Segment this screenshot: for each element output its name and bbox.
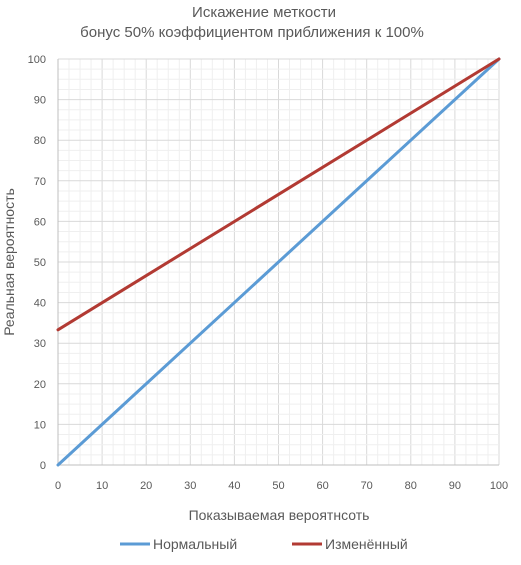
x-tick-label: 80 xyxy=(405,480,417,492)
x-tick-label: 10 xyxy=(96,480,108,492)
y-tick-label: 100 xyxy=(28,54,46,66)
y-tick-label: 20 xyxy=(34,379,46,391)
x-tick-label: 50 xyxy=(272,480,284,492)
y-tick-label: 80 xyxy=(34,135,46,147)
x-tick-label: 100 xyxy=(490,480,508,492)
x-tick-label: 60 xyxy=(316,480,328,492)
x-axis-ticks: 0 10 20 30 40 50 60 70 80 90 100 xyxy=(55,480,508,492)
y-axis-ticks: 0 10 20 30 40 50 60 70 80 90 100 xyxy=(28,54,46,472)
x-tick-label: 40 xyxy=(228,480,240,492)
legend-label-1: Нормальный xyxy=(153,536,237,552)
chart-subtitle: бонус 50% коэффициентом приближения к 10… xyxy=(80,24,424,41)
y-axis-label: Реальная вероятность xyxy=(1,188,17,336)
y-tick-label: 70 xyxy=(34,176,46,188)
y-tick-label: 30 xyxy=(34,338,46,350)
x-tick-label: 70 xyxy=(361,480,373,492)
x-tick-label: 20 xyxy=(140,480,152,492)
x-axis-label: Показываемая вероятнсоть xyxy=(189,507,370,523)
legend-label-2: Изменённый xyxy=(325,536,408,552)
legend: Нормальный Изменённый xyxy=(120,536,408,552)
y-tick-label: 10 xyxy=(34,419,46,431)
y-tick-label: 0 xyxy=(40,460,46,472)
y-tick-label: 50 xyxy=(34,257,46,269)
x-tick-label: 0 xyxy=(55,480,61,492)
y-tick-label: 40 xyxy=(34,298,46,310)
y-tick-label: 90 xyxy=(34,95,46,107)
x-tick-label: 30 xyxy=(184,480,196,492)
y-tick-label: 60 xyxy=(34,216,46,228)
x-tick-label: 90 xyxy=(449,480,461,492)
chart-title: Искажение меткости xyxy=(192,4,336,21)
